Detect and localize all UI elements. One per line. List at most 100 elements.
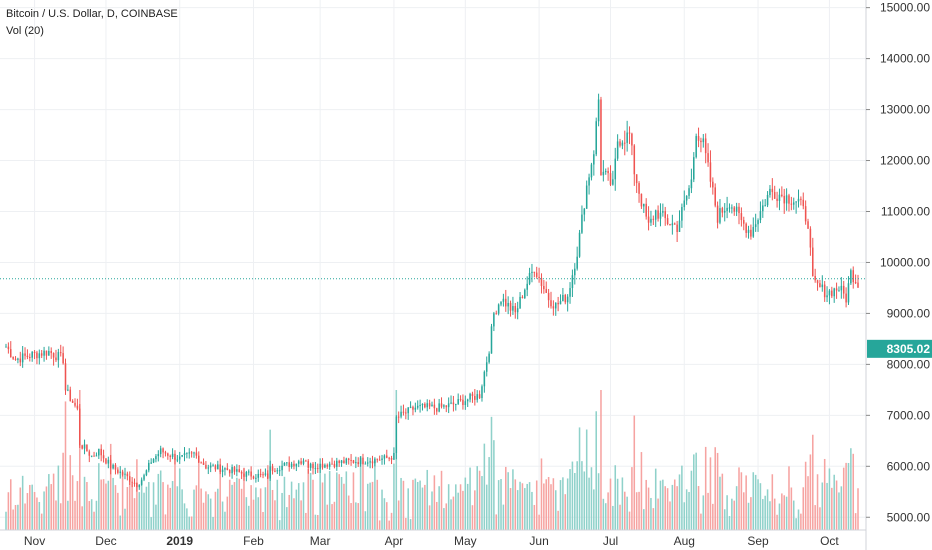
volume-bar [195, 485, 198, 530]
volume-bar [471, 505, 474, 530]
volume-bar [802, 487, 805, 530]
volume-bar [502, 504, 505, 530]
volume-bar [721, 473, 724, 530]
time-tick-label: May [454, 534, 477, 548]
candle-body [790, 203, 793, 205]
candle-body [778, 194, 781, 201]
volume-bar [792, 500, 795, 530]
volume-bar [623, 491, 626, 530]
volume-bar [809, 454, 812, 530]
volume-bar [405, 517, 407, 530]
candle-body [640, 193, 643, 207]
volume-bar [557, 510, 559, 530]
volume-bar [678, 474, 681, 530]
volume-bar [481, 476, 483, 530]
candle-body [121, 471, 124, 475]
volume-bar [450, 499, 452, 530]
volume-bar [95, 500, 98, 530]
volume-bar [752, 472, 755, 530]
candle-body [169, 455, 171, 457]
volume-bar [621, 477, 624, 530]
volume-bar [478, 470, 481, 530]
volume-bar [850, 448, 852, 530]
candle-body [164, 452, 167, 454]
volume-bar [474, 490, 476, 530]
volume-bar [683, 502, 686, 530]
volume-bar [424, 484, 426, 530]
volume-bar [383, 498, 386, 530]
candle-body [369, 461, 371, 463]
candle-body [731, 207, 733, 209]
volume-bar [821, 482, 824, 530]
volume-bar [733, 500, 736, 530]
candle-body [752, 227, 755, 237]
volume-bar [664, 486, 667, 530]
price-tick-label: 11000.00 [881, 204, 930, 218]
candle-body [412, 406, 414, 410]
candle-body [531, 271, 533, 273]
candle-body [386, 455, 388, 458]
volume-bar [452, 496, 455, 530]
volume-bar [64, 401, 67, 530]
candle-body [359, 457, 362, 465]
volume-bar [345, 471, 348, 530]
volume-bar [457, 492, 459, 530]
volume-bar [795, 518, 797, 530]
candle-body [533, 271, 536, 273]
price-axis[interactable]: 5000.00 6000.00 7000.00 8000.00 9000.00 10000… [865, 0, 932, 550]
volume-bar [76, 481, 79, 530]
time-axis[interactable]: Nov Dec 2019 Feb Mar Apr May Jun Jul Aug Sep Oct [0, 529, 866, 548]
candle-body [90, 455, 93, 457]
grid-lines [0, 0, 866, 530]
candle-body [407, 407, 409, 414]
volume-bar [386, 502, 388, 530]
candle-body [188, 452, 191, 454]
candle-body [250, 471, 252, 477]
volume-bar [355, 502, 357, 530]
volume-bar [231, 484, 233, 530]
volume-bar [50, 484, 52, 530]
volume-bar [86, 482, 88, 530]
volume-bar [197, 459, 200, 530]
candle-body [459, 399, 462, 401]
candle-body [314, 467, 317, 469]
candle-body [676, 224, 678, 232]
volume-bar [543, 483, 545, 530]
price-tick-label: 8000.00 [887, 357, 931, 371]
price-tick-label: 15000.00 [880, 1, 930, 15]
volume-bar [307, 468, 310, 530]
volume-bar [671, 484, 674, 530]
candle-body [833, 288, 835, 297]
volume-bar [590, 467, 593, 530]
candle-body [264, 473, 267, 475]
price-tick-label: 6000.00 [887, 459, 931, 473]
volume-bar [566, 478, 569, 530]
candle-body [845, 293, 847, 303]
candle-body [697, 136, 700, 141]
volume-bar [835, 480, 838, 530]
volume-bar [500, 479, 502, 530]
volume-bar [369, 482, 371, 530]
volume-bar [359, 456, 362, 530]
volume-bar [12, 509, 14, 530]
volume-bar [297, 483, 300, 530]
candle-body [443, 405, 445, 407]
volume-bar [143, 492, 145, 530]
volume-bar [347, 495, 350, 530]
volume-bar [652, 508, 655, 530]
candle-body [426, 403, 429, 408]
volume-bar [164, 514, 167, 530]
volume-bar [631, 467, 633, 530]
volume-bar [247, 505, 250, 530]
volume-bar [259, 488, 262, 530]
volume-bar [29, 484, 31, 530]
volume-bar [55, 500, 57, 530]
candle-body [38, 353, 41, 359]
volume-bar [562, 477, 564, 530]
candle-body [828, 290, 831, 296]
candle-body [309, 463, 312, 468]
candle-body [795, 201, 797, 203]
volume-bar [497, 480, 500, 530]
volume-bar [597, 473, 600, 530]
